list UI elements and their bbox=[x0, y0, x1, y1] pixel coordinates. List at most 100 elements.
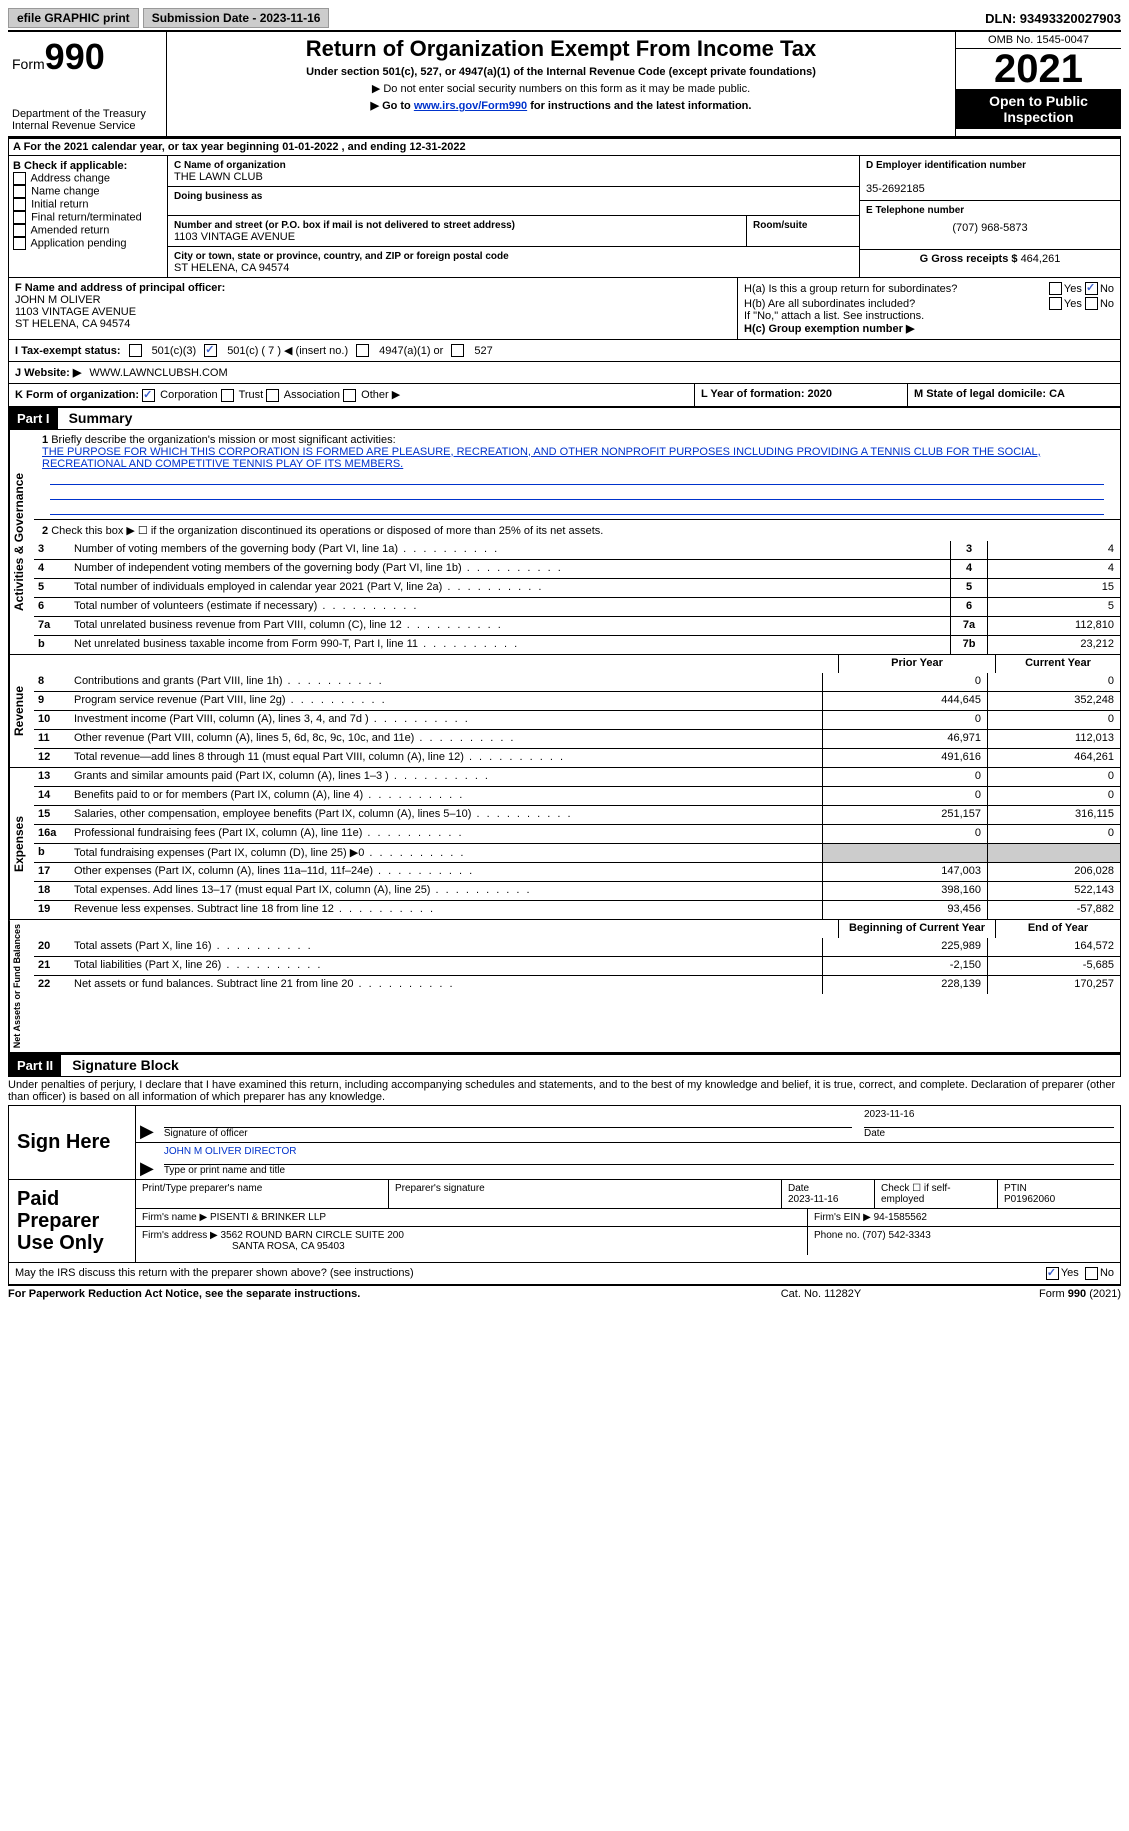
dba-label: Doing business as bbox=[174, 191, 262, 202]
501c3-checkbox[interactable] bbox=[129, 344, 142, 357]
prior-value: 0 bbox=[822, 787, 987, 805]
line-label: Total assets (Part X, line 16) bbox=[70, 938, 822, 956]
address-change-checkbox[interactable] bbox=[13, 172, 26, 185]
current-value: 352,248 bbox=[987, 692, 1120, 710]
corporation-checkbox[interactable] bbox=[142, 389, 155, 402]
current-value: 0 bbox=[987, 711, 1120, 729]
line-number: 18 bbox=[34, 882, 70, 900]
arrow-icon: ▶ bbox=[136, 1158, 158, 1179]
line-label: Program service revenue (Part VIII, line… bbox=[70, 692, 822, 710]
line-label: Total number of individuals employed in … bbox=[70, 579, 950, 597]
end-year-header: End of Year bbox=[995, 920, 1120, 938]
line-label: Benefits paid to or for members (Part IX… bbox=[70, 787, 822, 805]
line-number: 10 bbox=[34, 711, 70, 729]
prior-value: 491,616 bbox=[822, 749, 987, 767]
current-value: 464,261 bbox=[987, 749, 1120, 767]
firm-name-label: Firm's name ▶ bbox=[142, 1212, 207, 1223]
ptin-label: PTIN bbox=[1004, 1183, 1027, 1194]
prior-value: 0 bbox=[822, 673, 987, 691]
4947-checkbox[interactable] bbox=[356, 344, 369, 357]
netassets-vertical-label: Net Assets or Fund Balances bbox=[9, 920, 34, 1052]
form-subtitle: Under section 501(c), 527, or 4947(a)(1)… bbox=[171, 66, 951, 78]
prep-name-label: Print/Type preparer's name bbox=[142, 1183, 262, 1194]
line-number: b bbox=[34, 636, 70, 654]
begin-year-header: Beginning of Current Year bbox=[838, 920, 995, 938]
association-checkbox[interactable] bbox=[266, 389, 279, 402]
line-number: 9 bbox=[34, 692, 70, 710]
irs-link[interactable]: www.irs.gov/Form990 bbox=[414, 100, 527, 112]
efile-print-button[interactable]: efile GRAPHIC print bbox=[8, 8, 139, 28]
hb-note: If "No," attach a list. See instructions… bbox=[744, 310, 1114, 322]
note-link: ▶ Go to www.irs.gov/Form990 for instruct… bbox=[171, 99, 951, 112]
part2-header: Part II bbox=[9, 1055, 61, 1076]
firm-name: PISENTI & BRINKER LLP bbox=[210, 1212, 326, 1223]
current-value: -5,685 bbox=[987, 957, 1120, 975]
sig-date: 2023-11-16 bbox=[864, 1109, 1114, 1128]
topbar: efile GRAPHIC print Submission Date - 20… bbox=[8, 8, 1121, 28]
line-label: Total fundraising expenses (Part IX, col… bbox=[70, 844, 822, 862]
line-label: Other expenses (Part IX, column (A), lin… bbox=[70, 863, 822, 881]
final-return-checkbox[interactable] bbox=[13, 211, 26, 224]
tax-status-label: I Tax-exempt status: bbox=[15, 345, 121, 357]
line-box: 6 bbox=[950, 598, 987, 616]
ha-no-checkbox[interactable] bbox=[1085, 282, 1098, 295]
line-number: 20 bbox=[34, 938, 70, 956]
initial-return-checkbox[interactable] bbox=[13, 198, 26, 211]
sig-officer-label: Signature of officer bbox=[164, 1128, 248, 1139]
line-number: 12 bbox=[34, 749, 70, 767]
prior-year-header: Prior Year bbox=[838, 655, 995, 673]
other-checkbox[interactable] bbox=[343, 389, 356, 402]
officer-name: JOHN M OLIVER DIRECTOR bbox=[164, 1146, 297, 1157]
hb-yes-checkbox[interactable] bbox=[1049, 297, 1062, 310]
discuss-yes-checkbox[interactable] bbox=[1046, 1267, 1059, 1280]
part1-title: Summary bbox=[61, 410, 133, 426]
firm-phone: (707) 542-3343 bbox=[862, 1230, 930, 1241]
phone-label: E Telephone number bbox=[866, 205, 964, 216]
prior-value bbox=[822, 844, 987, 862]
hb-no-checkbox[interactable] bbox=[1085, 297, 1098, 310]
addr-label: Number and street (or P.O. box if mail i… bbox=[174, 220, 515, 231]
prior-value: 0 bbox=[822, 768, 987, 786]
discuss-no-checkbox[interactable] bbox=[1085, 1267, 1098, 1280]
501c-checkbox[interactable] bbox=[204, 344, 217, 357]
name-change-checkbox[interactable] bbox=[13, 185, 26, 198]
line-number: 17 bbox=[34, 863, 70, 881]
paid-preparer-label: Paid Preparer Use Only bbox=[9, 1180, 135, 1262]
arrow-icon: ▶ bbox=[136, 1121, 158, 1142]
org-city: ST HELENA, CA 94574 bbox=[174, 262, 289, 274]
line-label: Total unrelated business revenue from Pa… bbox=[70, 617, 950, 635]
submission-date-button[interactable]: Submission Date - 2023-11-16 bbox=[143, 8, 330, 28]
line-value: 4 bbox=[987, 541, 1120, 559]
line-value: 5 bbox=[987, 598, 1120, 616]
line-label: Net unrelated business taxable income fr… bbox=[70, 636, 950, 654]
line-value: 4 bbox=[987, 560, 1120, 578]
prior-value: 444,645 bbox=[822, 692, 987, 710]
row-a-calendar-year: A For the 2021 calendar year, or tax yea… bbox=[9, 139, 1120, 155]
firm-phone-label: Phone no. bbox=[814, 1230, 860, 1241]
state-domicile: M State of legal domicile: CA bbox=[908, 384, 1120, 406]
527-checkbox[interactable] bbox=[451, 344, 464, 357]
tax-year: 2021 bbox=[956, 49, 1121, 89]
line-number: 4 bbox=[34, 560, 70, 578]
prior-value: 251,157 bbox=[822, 806, 987, 824]
prior-value: 93,456 bbox=[822, 901, 987, 919]
application-pending-checkbox[interactable] bbox=[13, 237, 26, 250]
prior-value: -2,150 bbox=[822, 957, 987, 975]
declaration-text: Under penalties of perjury, I declare th… bbox=[8, 1077, 1121, 1106]
line-label: Contributions and grants (Part VIII, lin… bbox=[70, 673, 822, 691]
gross-value: 464,261 bbox=[1021, 253, 1061, 265]
note-ssn: ▶ Do not enter social security numbers o… bbox=[171, 82, 951, 95]
line-label: Investment income (Part VIII, column (A)… bbox=[70, 711, 822, 729]
box-b-checkboxes: B Check if applicable: Address change Na… bbox=[9, 156, 168, 277]
current-value: 0 bbox=[987, 768, 1120, 786]
prior-value: 398,160 bbox=[822, 882, 987, 900]
ha-yes-checkbox[interactable] bbox=[1049, 282, 1062, 295]
hb-label: H(b) Are all subordinates included? bbox=[744, 298, 1049, 310]
line-label: Net assets or fund balances. Subtract li… bbox=[70, 976, 822, 994]
current-value: -57,882 bbox=[987, 901, 1120, 919]
amended-return-checkbox[interactable] bbox=[13, 224, 26, 237]
current-value: 164,572 bbox=[987, 938, 1120, 956]
trust-checkbox[interactable] bbox=[221, 389, 234, 402]
firm-ein: 94-1585562 bbox=[874, 1212, 927, 1223]
line-value: 15 bbox=[987, 579, 1120, 597]
